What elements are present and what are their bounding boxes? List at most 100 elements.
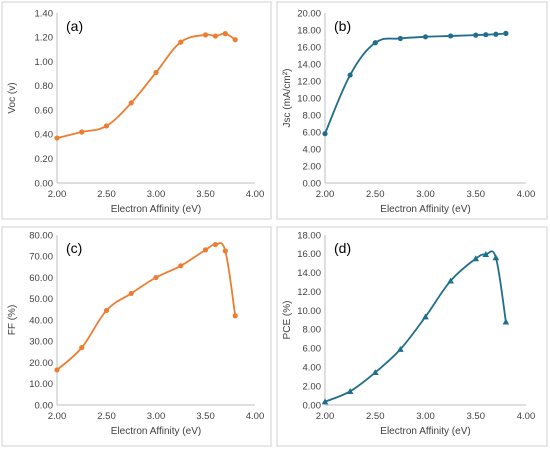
chart-panel-1: 0.00 0.20 0.40 0.60 0.80 1.00 1.20 1.40 2.00 2.50… <box>1 1 272 220</box>
x-tick-label: 4.00 <box>246 411 265 422</box>
data-point <box>422 313 429 320</box>
data-point <box>202 247 209 253</box>
y-tick-label: 14.00 <box>297 59 321 70</box>
x-tick-label: 2.00 <box>316 411 335 422</box>
data-point <box>222 248 228 254</box>
series-line <box>324 250 507 403</box>
y-tick-label: 10.00 <box>29 379 53 390</box>
data-point <box>128 290 134 297</box>
x-tick-label: 4.00 <box>517 411 536 422</box>
y-tick-label: 12.00 <box>297 76 321 87</box>
x-axis-label: Electron Affinity (eV) <box>380 204 470 215</box>
data-point <box>79 129 85 135</box>
y-tick-label: 8.00 <box>303 110 322 121</box>
y-tick-label: 60.00 <box>29 273 53 284</box>
chart-panel-2: 0.002.004.006.008.0010.0012.0014.0016.00… <box>276 1 548 220</box>
data-point <box>447 277 454 284</box>
y-tick-label: 0.80 <box>35 81 54 92</box>
y-tick-label: 0.00 <box>303 400 322 411</box>
panel-label: (a) <box>66 18 83 34</box>
chart-panel-3: 0.00 10.00 20.00 30.00 40.00 50.00 60.00 70.00 8… <box>1 226 272 447</box>
x-tick-label: 3.00 <box>416 189 435 200</box>
data-point <box>492 254 500 261</box>
y-tick-label: 0.00 <box>35 400 54 411</box>
panel-label: (d) <box>334 240 351 256</box>
x-tick-label: 2.50 <box>97 411 116 422</box>
series-line <box>324 32 506 135</box>
x-tick-label: 2.00 <box>48 189 67 200</box>
data-point <box>178 263 184 269</box>
data-point <box>103 123 110 129</box>
data-point <box>103 307 110 314</box>
data-point <box>54 367 60 373</box>
x-tick-label: 2.00 <box>316 189 335 200</box>
data-point <box>448 33 454 39</box>
panel-label: (c) <box>66 240 82 256</box>
data-point <box>212 241 218 248</box>
data-point <box>397 35 403 42</box>
y-tick-label: 20.00 <box>297 8 321 19</box>
y-tick-label: 50.00 <box>29 294 53 305</box>
data-point <box>347 72 353 78</box>
series-line <box>56 242 237 371</box>
y-tick-label: 10.00 <box>297 306 321 317</box>
data-point <box>502 318 510 325</box>
x-tick-label: 3.00 <box>147 411 166 422</box>
y-tick-label: 40.00 <box>29 315 53 326</box>
x-tick-label: 3.50 <box>467 189 486 200</box>
data-point <box>54 135 60 141</box>
data-point <box>153 69 159 76</box>
data-point <box>346 388 354 394</box>
y-tick-label: 16.00 <box>297 249 321 260</box>
y-tick-label: 6.00 <box>303 127 322 138</box>
y-tick-label: 8.00 <box>303 325 322 336</box>
y-tick-label: 1.20 <box>35 33 54 44</box>
y-tick-label: 18.00 <box>297 230 321 241</box>
chart-frame <box>1 226 272 447</box>
data-point <box>79 345 85 351</box>
y-tick-label: 16.00 <box>297 42 321 53</box>
y-tick-label: 2.00 <box>303 161 322 172</box>
x-tick-label: 2.50 <box>366 411 385 422</box>
y-tick-label: 12.00 <box>297 287 321 298</box>
y-axis-label: PCE (%) <box>282 301 293 340</box>
data-point <box>482 251 490 258</box>
data-point <box>232 313 238 319</box>
x-tick-label: 3.50 <box>196 411 215 422</box>
y-tick-label: 30.00 <box>29 337 53 348</box>
data-point <box>222 31 228 37</box>
y-axis-label: FF (%) <box>7 305 18 336</box>
y-tick-label: 0.00 <box>35 178 54 189</box>
data-point <box>153 274 159 281</box>
data-point <box>128 100 134 106</box>
x-tick-label: 4.00 <box>246 189 265 200</box>
x-tick-label: 3.50 <box>196 189 215 200</box>
data-point <box>483 32 489 38</box>
y-axis-label: Voc (v) <box>7 82 18 113</box>
data-point <box>178 39 184 45</box>
x-tick-label: 2.50 <box>366 189 385 200</box>
x-tick-label: 3.00 <box>147 189 166 200</box>
data-point <box>371 369 379 376</box>
data-point <box>232 37 238 43</box>
y-tick-label: 4.00 <box>303 363 322 374</box>
x-tick-label: 4.00 <box>517 189 536 200</box>
y-axis-label: Jsc (mA/cm²) <box>282 69 293 128</box>
chart-frame <box>276 226 548 447</box>
x-tick-label: 2.50 <box>97 189 116 200</box>
y-tick-label: 0.20 <box>35 154 54 165</box>
y-tick-label: 6.00 <box>303 344 322 355</box>
y-tick-label: 70.00 <box>29 252 53 263</box>
data-point <box>322 131 328 137</box>
panel-label: (b) <box>334 18 351 34</box>
y-tick-label: 0.40 <box>35 130 54 141</box>
data-point <box>202 32 209 38</box>
data-point <box>472 255 480 262</box>
y-tick-label: 80.00 <box>29 230 53 241</box>
y-tick-label: 14.00 <box>297 268 321 279</box>
data-point <box>473 32 479 38</box>
data-point <box>493 31 499 37</box>
x-axis-label: Electron Affinity (eV) <box>111 204 201 215</box>
